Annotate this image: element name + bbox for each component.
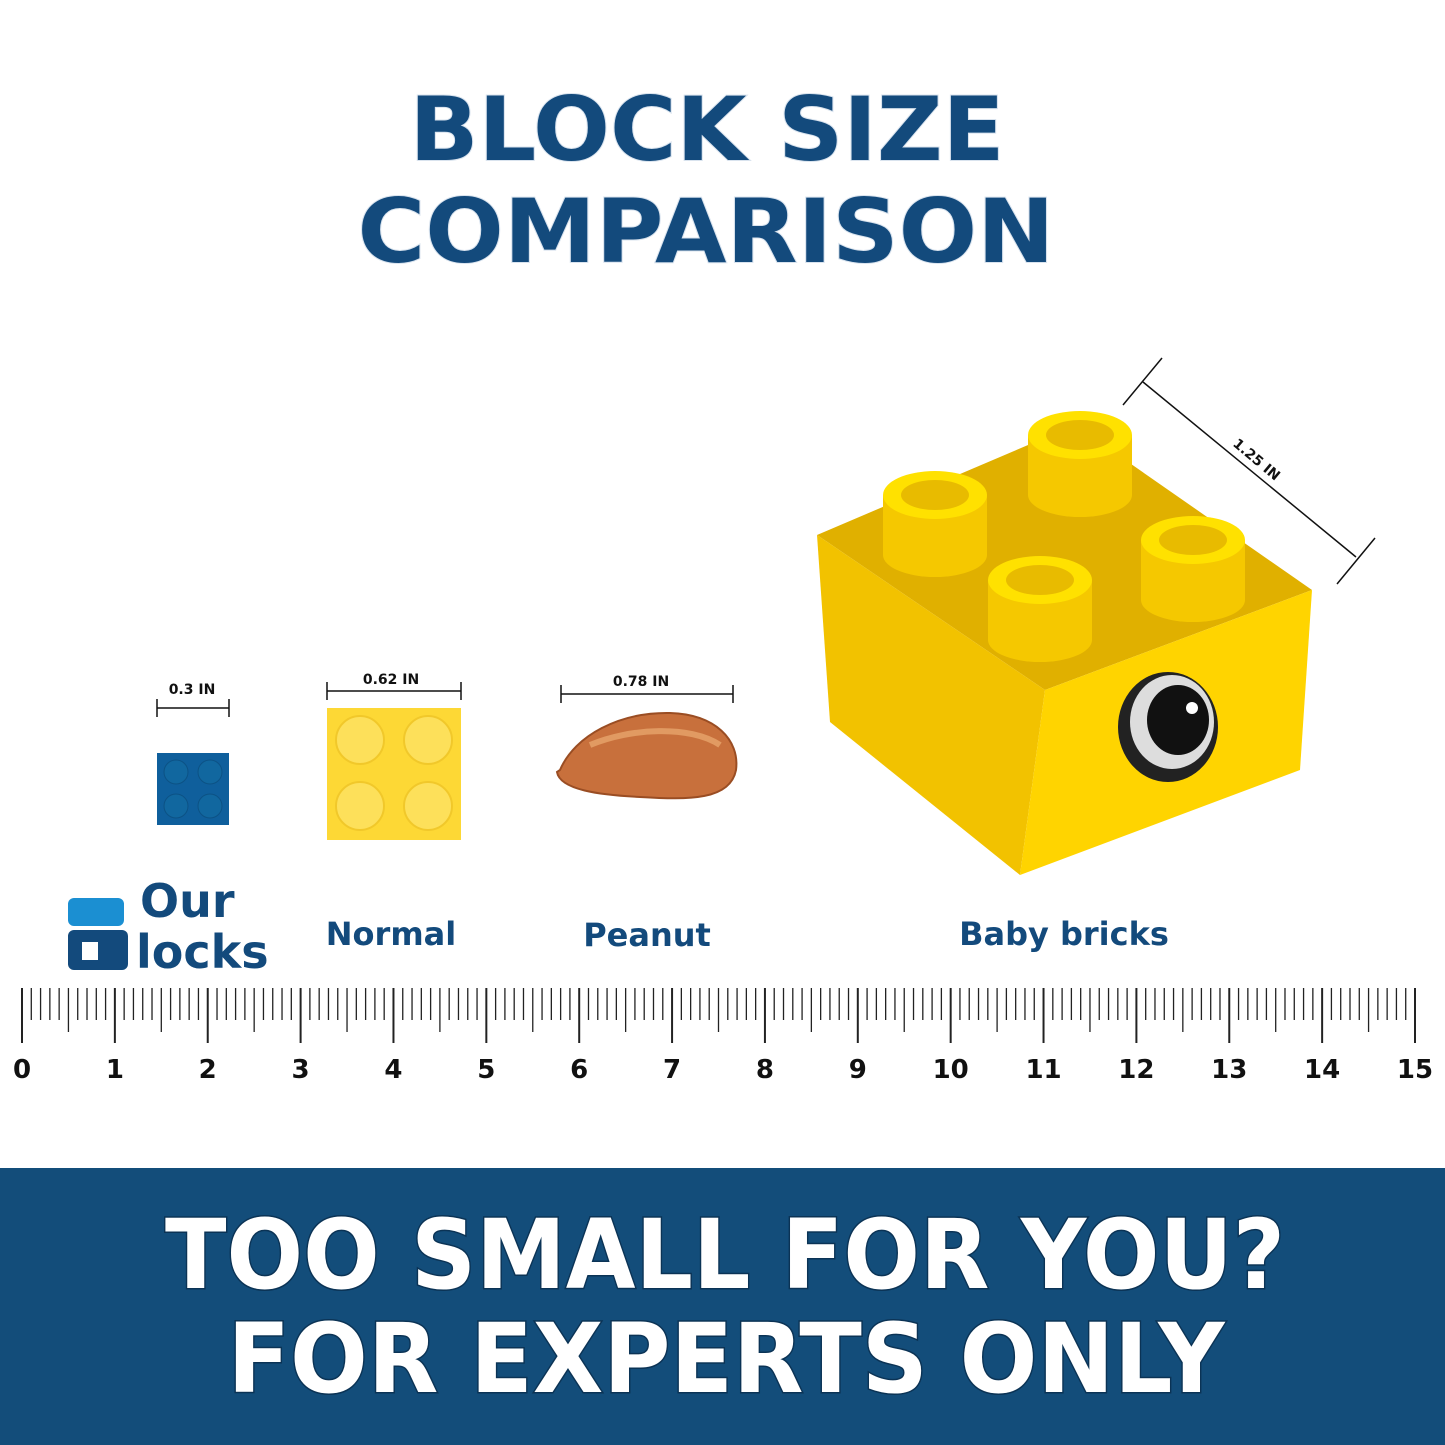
stud	[1046, 420, 1114, 450]
banner-line: FOR EXPERTS ONLY	[228, 1303, 1226, 1415]
ruler-label: 0	[13, 1055, 31, 1085]
item-name: Baby bricks	[959, 915, 1169, 953]
brick-left	[817, 535, 1045, 875]
logo-icon	[68, 898, 124, 926]
banner-line: TOO SMALL FOR YOU?	[165, 1199, 1285, 1311]
stud	[403, 715, 453, 765]
ruler-label: 7	[663, 1055, 681, 1085]
logo-text: Our	[140, 874, 235, 928]
ruler-label: 15	[1397, 1055, 1433, 1085]
eye	[1186, 702, 1198, 714]
stud	[403, 781, 453, 831]
stud	[883, 533, 987, 577]
ruler-label: 2	[199, 1055, 217, 1085]
title-line: BLOCK SIZE	[410, 78, 1005, 181]
stud	[163, 793, 189, 819]
ruler-label: 11	[1025, 1055, 1061, 1085]
ruler-label: 5	[477, 1055, 495, 1085]
stud	[1159, 525, 1227, 555]
stud	[1141, 578, 1245, 622]
ruler-label: 6	[570, 1055, 588, 1085]
dimension-label: 0.3 IN	[169, 682, 216, 698]
dimension-label: 0.78 IN	[613, 674, 669, 690]
dimension-line	[1122, 357, 1163, 406]
ruler-label: 9	[849, 1055, 867, 1085]
item-name: Normal	[326, 915, 456, 953]
ruler-label: 8	[756, 1055, 774, 1085]
ruler-label: 3	[292, 1055, 310, 1085]
ruler-label: 10	[933, 1055, 969, 1085]
banner	[0, 1168, 1445, 1445]
title-line: COMPARISON	[358, 180, 1055, 283]
stud	[163, 759, 189, 785]
stud	[988, 618, 1092, 662]
item-name: Peanut	[583, 916, 711, 954]
ruler-label: 14	[1304, 1055, 1340, 1085]
logo-text: locks	[136, 925, 269, 979]
stud	[335, 781, 385, 831]
ruler-label: 1	[106, 1055, 124, 1085]
stud	[1006, 565, 1074, 595]
dimension-line	[1336, 537, 1376, 585]
stud	[335, 715, 385, 765]
eye	[1147, 685, 1209, 755]
stud	[197, 759, 223, 785]
dimension-line	[1142, 381, 1357, 558]
ruler-label: 12	[1118, 1055, 1154, 1085]
stud	[901, 480, 969, 510]
dimension-label: 0.62 IN	[363, 672, 419, 688]
artwork: 0 1 2 3 4 5 6 7 8 9 10 11 12 13 14 15	[13, 357, 1433, 1085]
ruler-label: 13	[1211, 1055, 1247, 1085]
logo-icon	[82, 942, 98, 960]
stud	[197, 793, 223, 819]
peanut-shade	[588, 728, 722, 748]
ruler-label: 4	[384, 1055, 402, 1085]
stud	[1028, 473, 1132, 517]
